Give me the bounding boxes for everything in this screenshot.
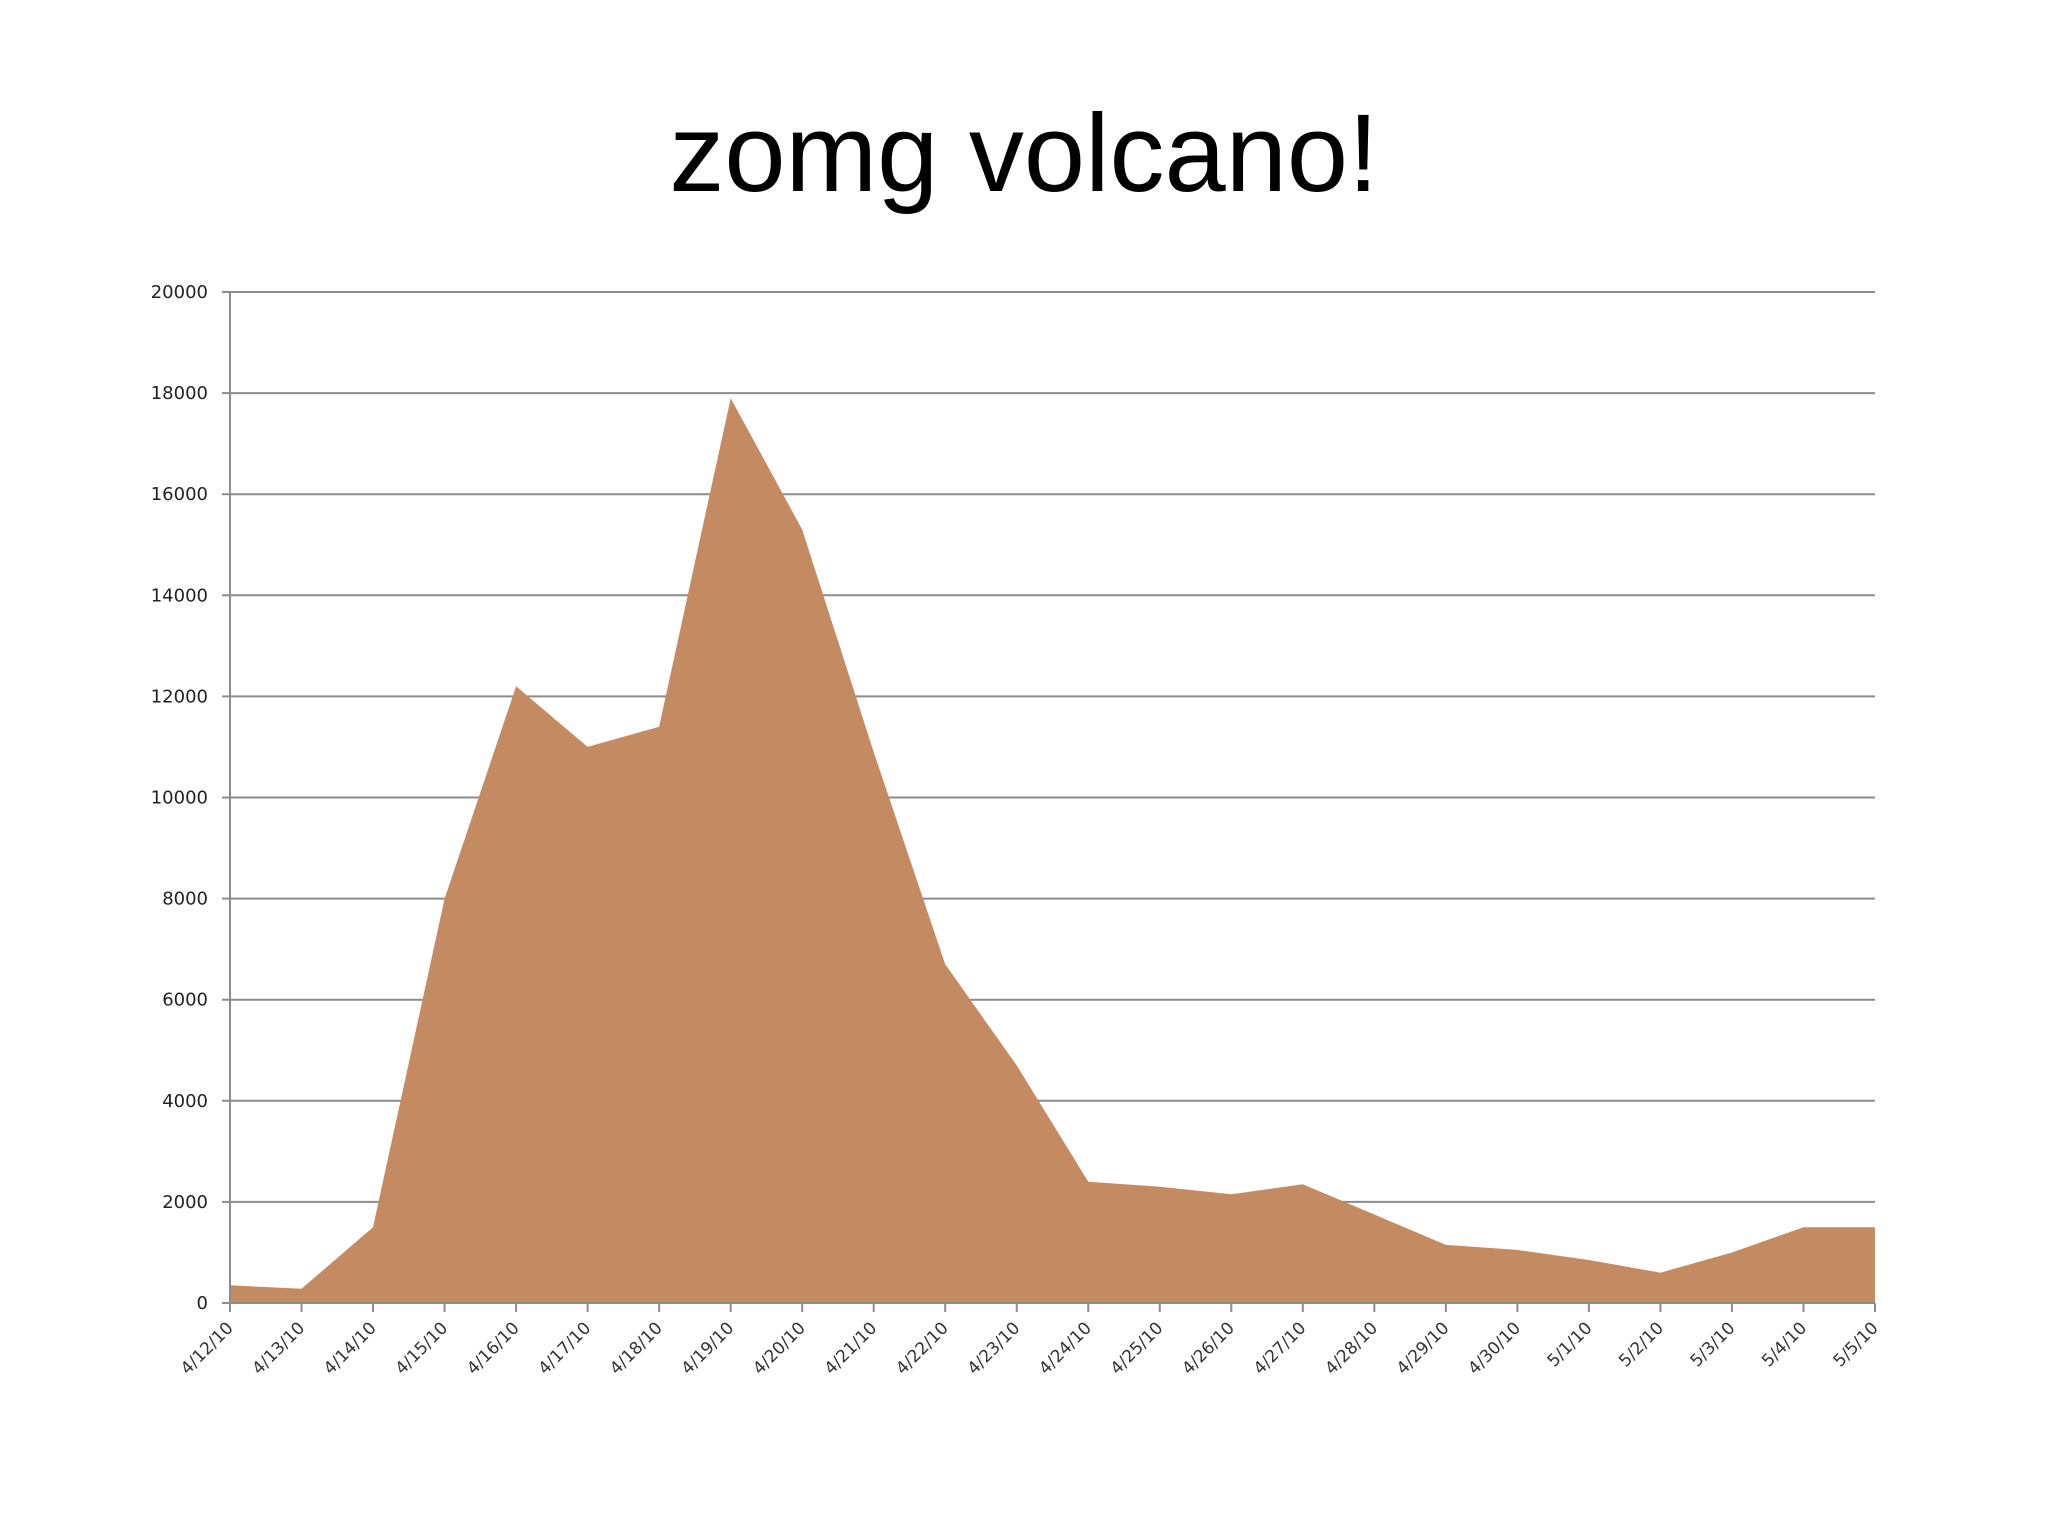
x-tick-label: 5/1/10 [1544, 1318, 1597, 1371]
x-tick-label: 4/14/10 [320, 1318, 380, 1378]
x-tick-label: 4/23/10 [964, 1318, 1024, 1378]
y-tick-label: 6000 [162, 990, 208, 1011]
x-tick-label: 4/27/10 [1250, 1318, 1310, 1378]
x-tick-label: 4/30/10 [1464, 1318, 1524, 1378]
x-tick-label: 5/4/10 [1758, 1318, 1811, 1371]
x-tick-labels: 4/12/10 4/13/10 4/14/10 4/15/10 4/16/10 4/17/… [177, 1318, 1882, 1378]
area-fill [230, 398, 1875, 1303]
x-tick-label: 5/3/10 [1687, 1318, 1740, 1371]
y-tick-label: 18000 [151, 383, 208, 404]
x-tick-label: 4/17/10 [535, 1318, 595, 1378]
x-tick-label: 5/5/10 [1830, 1318, 1883, 1371]
y-tick-label: 8000 [162, 889, 208, 910]
x-tick-label: 4/18/10 [606, 1318, 666, 1378]
x-tick-label: 4/20/10 [749, 1318, 809, 1378]
x-tick-label: 4/29/10 [1393, 1318, 1453, 1378]
x-tick-label: 4/19/10 [678, 1318, 738, 1378]
y-tick-label: 14000 [151, 585, 208, 606]
area-series [230, 398, 1875, 1303]
x-tick-label: 4/15/10 [392, 1318, 452, 1378]
y-tick-label: 12000 [151, 686, 208, 707]
y-tick-label: 0 [197, 1293, 208, 1314]
x-tick-label: 4/16/10 [463, 1318, 523, 1378]
x-tick-label: 5/2/10 [1615, 1318, 1668, 1371]
y-tick-label: 4000 [162, 1091, 208, 1112]
x-tick-label: 4/21/10 [821, 1318, 881, 1378]
axes [222, 291, 1876, 1312]
y-tick-label: 20000 [151, 282, 208, 303]
y-tick-label: 16000 [151, 484, 208, 505]
y-tick-label: 2000 [162, 1192, 208, 1213]
x-tick-label: 4/12/10 [177, 1318, 237, 1378]
x-tick-label: 4/28/10 [1321, 1318, 1381, 1378]
x-tick-label: 4/26/10 [1178, 1318, 1238, 1378]
page-title: zomg volcano! [669, 92, 1379, 215]
x-tick-label: 4/13/10 [249, 1318, 309, 1378]
y-tick-label: 10000 [151, 788, 208, 809]
x-tick-label: 4/22/10 [892, 1318, 952, 1378]
y-tick-labels: 0 2000 4000 6000 8000 10000 12000 14000 16000 180… [151, 282, 208, 1314]
x-tick-label: 4/24/10 [1035, 1318, 1095, 1378]
x-tick-label: 4/25/10 [1107, 1318, 1167, 1378]
